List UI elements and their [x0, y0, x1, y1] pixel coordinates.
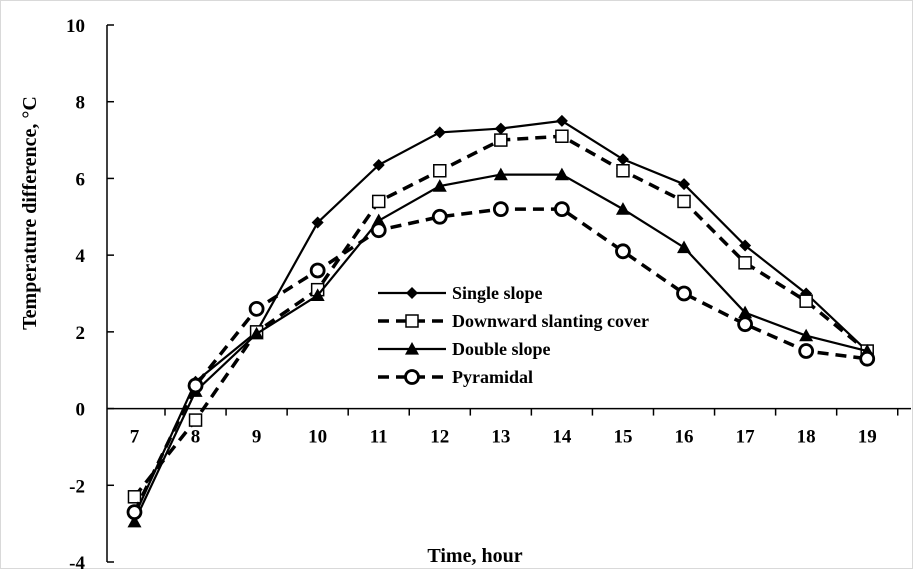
- data-point: [737, 316, 753, 333]
- data-point: [248, 300, 265, 317]
- x-axis-title: Time, hour: [427, 545, 522, 567]
- data-point: [372, 159, 385, 172]
- legend-marker: [405, 342, 419, 355]
- series-4: [126, 201, 876, 521]
- x-tick-label: 8: [191, 427, 201, 448]
- data-point: [494, 133, 508, 147]
- data-point: [615, 202, 630, 215]
- axes: -4 -2 0 2 4 6 8 10 7 8 9 10 11 12 13 14 15 16 17 18 19: [66, 16, 911, 569]
- series-group: [126, 114, 876, 528]
- data-point: [127, 514, 142, 528]
- data-point: [616, 153, 629, 166]
- data-point: [615, 243, 631, 260]
- data-point: [188, 413, 203, 427]
- x-tick-label: 16: [675, 427, 694, 448]
- y-axis-title: Temperature difference, °C: [19, 96, 41, 330]
- y-tick-label: 10: [66, 16, 85, 37]
- y-tick-label: 8: [76, 93, 86, 114]
- data-point: [126, 504, 143, 521]
- data-point: [616, 164, 630, 178]
- x-tick-label: 15: [613, 427, 632, 448]
- data-point: [738, 256, 752, 270]
- data-point: [798, 343, 815, 359]
- x-tick-label: 18: [797, 427, 816, 448]
- data-point: [433, 126, 446, 139]
- x-tick-label: 11: [370, 427, 388, 448]
- data-point: [555, 114, 568, 127]
- y-tick-label: 4: [76, 246, 86, 267]
- data-point: [127, 490, 142, 504]
- legend-marker: [404, 369, 420, 385]
- legend-item: Double slope: [378, 339, 551, 359]
- data-point: [739, 239, 752, 252]
- data-point: [493, 167, 508, 181]
- data-point: [859, 350, 876, 367]
- x-tick-label: 14: [552, 427, 572, 448]
- legend-item: Single slope: [378, 283, 543, 303]
- data-point: [370, 222, 387, 239]
- x-tick-label: 12: [430, 427, 449, 448]
- data-point: [310, 288, 325, 302]
- data-point: [433, 164, 447, 178]
- x-tick-label: 9: [252, 427, 262, 448]
- data-point: [311, 216, 324, 229]
- legend-label: Pyramidal: [452, 367, 533, 387]
- y-tick-label: -2: [69, 476, 85, 497]
- data-point: [431, 208, 448, 225]
- legend-item: Downward slanting cover: [378, 311, 649, 331]
- data-point: [799, 328, 814, 342]
- legend: Single slope Downward slanting cover Doubl…: [378, 283, 649, 387]
- data-point: [494, 122, 507, 135]
- legend-label: Single slope: [452, 283, 543, 303]
- data-point: [677, 194, 691, 209]
- data-point: [738, 305, 753, 319]
- y-tick-label: 2: [76, 323, 86, 344]
- legend-marker: [406, 287, 418, 299]
- data-point: [309, 262, 326, 279]
- x-tick-label: 13: [491, 427, 510, 448]
- data-point: [554, 201, 570, 218]
- y-tick-label: 6: [76, 169, 86, 190]
- data-point: [371, 213, 386, 227]
- x-tick-label: 17: [736, 427, 756, 448]
- legend-label: Double slope: [452, 339, 551, 359]
- legend-item: Pyramidal: [378, 367, 533, 387]
- data-point: [677, 240, 692, 254]
- data-point: [492, 201, 509, 218]
- data-point: [799, 294, 813, 308]
- x-tick-label: 10: [308, 427, 327, 448]
- y-tick-label: 0: [76, 400, 86, 421]
- legend-label: Downward slanting cover: [452, 311, 649, 331]
- x-tick-label: 7: [130, 427, 140, 448]
- x-tick-label: 19: [858, 427, 877, 448]
- data-point: [554, 167, 569, 181]
- legend-marker: [405, 314, 419, 328]
- data-point: [555, 129, 569, 143]
- y-tick-label: -4: [69, 553, 85, 569]
- data-point: [432, 179, 447, 192]
- data-point: [187, 377, 204, 394]
- data-point: [249, 326, 264, 340]
- data-point: [678, 178, 691, 191]
- data-point: [676, 285, 692, 302]
- data-point: [371, 194, 386, 209]
